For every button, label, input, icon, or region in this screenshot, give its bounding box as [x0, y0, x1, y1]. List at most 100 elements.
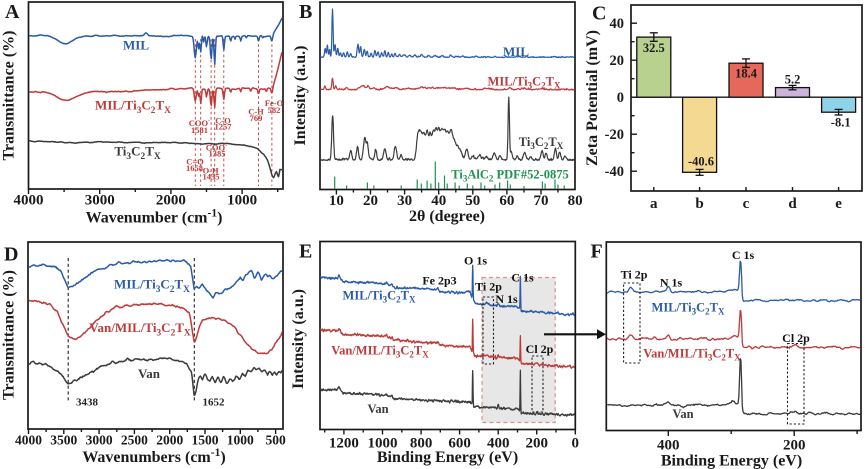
svg-text:COO-: COO- — [206, 143, 227, 153]
svg-text:Ti3C2TX: Ti3C2TX — [114, 144, 161, 162]
svg-text:b: b — [695, 196, 703, 212]
svg-text:Intensity (a.u.): Intensity (a.u.) — [292, 45, 309, 145]
svg-text:Van/MIL/Ti3C2TX: Van/MIL/Ti3C2TX — [89, 320, 191, 338]
svg-text:D: D — [4, 244, 18, 266]
svg-text:32.5: 32.5 — [643, 41, 665, 55]
svg-text:Van/MIL/Ti3C2TX: Van/MIL/Ti3C2TX — [643, 347, 741, 363]
svg-text:30: 30 — [397, 193, 412, 209]
svg-text:MIL/Ti3C2TX: MIL/Ti3C2TX — [488, 75, 561, 91]
svg-text:Van: Van — [672, 407, 693, 421]
svg-text:1000: 1000 — [368, 436, 398, 452]
svg-text:1581: 1581 — [191, 125, 208, 135]
svg-text:18.4: 18.4 — [735, 67, 758, 81]
svg-text:-40: -40 — [605, 164, 624, 180]
svg-text:20: 20 — [363, 193, 378, 209]
svg-text:1257: 1257 — [215, 122, 233, 132]
svg-text:400: 400 — [657, 438, 680, 454]
svg-text:Fe-O: Fe-O — [265, 98, 284, 108]
svg-text:0: 0 — [572, 436, 580, 452]
svg-text:-8.1: -8.1 — [831, 116, 851, 130]
svg-text:c: c — [743, 196, 750, 212]
svg-text:2000: 2000 — [156, 433, 183, 448]
svg-text:3438: 3438 — [76, 397, 99, 409]
svg-text:Ti3C2TX: Ti3C2TX — [519, 135, 564, 151]
svg-text:Ti3AlC2 PDF#52-0875: Ti3AlC2 PDF#52-0875 — [451, 168, 568, 184]
svg-text:Van: Van — [367, 402, 388, 416]
svg-text:40: 40 — [431, 193, 446, 209]
svg-text:N 1s: N 1s — [495, 292, 518, 306]
svg-text:C=O: C=O — [186, 157, 204, 167]
svg-text:A: A — [5, 1, 20, 23]
svg-text:MIL/Ti3C2TX: MIL/Ti3C2TX — [95, 98, 171, 116]
svg-text:Cl 2p: Cl 2p — [526, 342, 554, 356]
svg-text:C 1s: C 1s — [511, 271, 534, 285]
svg-text:MIL/Ti3C2TX: MIL/Ti3C2TX — [652, 301, 725, 317]
svg-text:a: a — [650, 196, 658, 212]
svg-text:Intensity (a.u.): Intensity (a.u.) — [290, 289, 307, 389]
svg-text:1000: 1000 — [227, 193, 257, 209]
svg-text:d: d — [788, 196, 797, 212]
svg-text:60: 60 — [499, 193, 514, 209]
svg-text:MIL/Ti3C2TX: MIL/Ti3C2TX — [343, 289, 416, 305]
svg-text:Cl 2p: Cl 2p — [782, 331, 810, 345]
svg-text:1435: 1435 — [203, 171, 220, 181]
svg-text:50: 50 — [465, 193, 480, 209]
svg-text:1652: 1652 — [203, 397, 226, 409]
svg-text:F: F — [591, 241, 603, 263]
svg-text:MIL/Ti3C2TX: MIL/Ti3C2TX — [114, 277, 190, 295]
svg-text:200: 200 — [525, 436, 548, 452]
svg-text:3000: 3000 — [85, 193, 115, 209]
svg-text:Wavenumber (cm-1): Wavenumber (cm-1) — [86, 207, 223, 226]
svg-text:20: 20 — [610, 53, 625, 69]
svg-text:1385: 1385 — [209, 149, 226, 159]
svg-text:Zeta Potential (mV): Zeta Potential (mV) — [584, 30, 601, 166]
svg-text:Van: Van — [138, 366, 161, 381]
svg-text:MIL: MIL — [123, 38, 149, 53]
svg-text:80: 80 — [568, 193, 583, 209]
svg-text:C-H: C-H — [248, 107, 264, 117]
svg-text:Transmittance (%): Transmittance (%) — [1, 270, 18, 400]
svg-text:Ti 2p: Ti 2p — [621, 268, 648, 282]
svg-text:Binding Energy (eV): Binding Energy (eV) — [377, 449, 518, 466]
svg-text:4000: 4000 — [14, 193, 44, 209]
svg-text:800: 800 — [410, 436, 433, 452]
svg-text:500: 500 — [265, 433, 286, 448]
svg-text:Binding Energy (eV): Binding Energy (eV) — [661, 453, 802, 469]
svg-text:40: 40 — [610, 16, 625, 32]
svg-text:O 1s: O 1s — [464, 254, 487, 268]
svg-text:1200: 1200 — [329, 436, 359, 452]
svg-text:70: 70 — [534, 193, 549, 209]
svg-text:C 1s: C 1s — [732, 248, 755, 262]
svg-text:Fe 2p3: Fe 2p3 — [422, 274, 456, 288]
svg-text:3000: 3000 — [86, 433, 113, 448]
svg-text:Van/MIL/Ti3C2TX: Van/MIL/Ti3C2TX — [331, 344, 429, 360]
svg-text:582: 582 — [268, 105, 281, 115]
svg-text:C: C — [592, 3, 606, 25]
svg-text:2500: 2500 — [121, 433, 148, 448]
svg-text:COO-: COO- — [189, 118, 210, 128]
svg-text:769: 769 — [250, 113, 263, 123]
svg-text:0: 0 — [617, 90, 624, 106]
svg-text:1658: 1658 — [186, 163, 203, 173]
svg-text:2θ (degree): 2θ (degree) — [409, 208, 485, 225]
svg-text:O-H: O-H — [203, 166, 219, 176]
svg-text:Transmittance (%): Transmittance (%) — [1, 31, 18, 161]
svg-text:10: 10 — [329, 193, 344, 209]
svg-text:N 1s: N 1s — [660, 276, 683, 290]
svg-text:4000: 4000 — [15, 433, 42, 448]
svg-text:1000: 1000 — [227, 433, 254, 448]
svg-text:Ti 2p: Ti 2p — [475, 280, 502, 294]
svg-text:400: 400 — [487, 436, 510, 452]
svg-text:E: E — [299, 241, 312, 263]
svg-text:MIL: MIL — [503, 44, 529, 59]
svg-text:5.2: 5.2 — [785, 73, 801, 87]
svg-text:200: 200 — [783, 438, 806, 454]
svg-text:-20: -20 — [605, 127, 624, 143]
svg-text:B: B — [299, 1, 312, 23]
svg-text:Wavenumbers (cm-1): Wavenumbers (cm-1) — [82, 447, 225, 466]
svg-text:3500: 3500 — [50, 433, 77, 448]
svg-text:2000: 2000 — [156, 193, 186, 209]
svg-text:-40.6: -40.6 — [688, 155, 714, 169]
svg-text:1500: 1500 — [192, 433, 219, 448]
svg-text:600: 600 — [448, 436, 471, 452]
